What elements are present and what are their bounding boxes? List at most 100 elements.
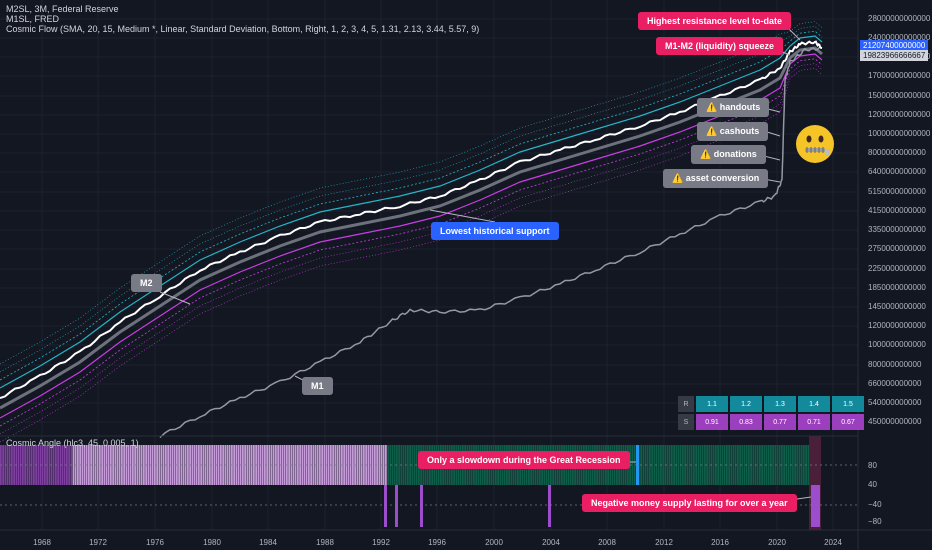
osc-bar [717, 445, 719, 485]
osc-bar [96, 445, 99, 485]
flow-band-line [0, 46, 823, 410]
osc-bar [147, 445, 150, 485]
osc-bar [343, 445, 345, 485]
callout-handouts[interactable]: ⚠️ handouts [697, 98, 770, 117]
osc-bar [688, 445, 691, 485]
osc-bar [277, 445, 279, 485]
osc-bar [88, 445, 90, 485]
callout-great-recession[interactable]: Only a slowdown during the Great Recessi… [418, 451, 630, 469]
osc-bar [693, 445, 695, 485]
osc-bar [81, 445, 84, 485]
callout-asset-conversion[interactable]: ⚠️ asset conversion [663, 169, 769, 188]
price-scale-label: 2750000000000 [868, 244, 926, 253]
callout-liquidity-squeeze[interactable]: M1-M2 (liquidity) squeeze [656, 37, 784, 55]
osc-bar [631, 445, 634, 485]
osc-bar [253, 445, 255, 485]
price-scale-label: 1200000000000 [868, 321, 926, 330]
osc-bar [217, 445, 220, 485]
osc-bar [633, 445, 636, 485]
osc-bar [798, 445, 801, 485]
osc-bar [136, 445, 139, 485]
osc-bar [732, 445, 735, 485]
osc-bar [367, 445, 370, 485]
zipper-mouth-face-icon [796, 125, 834, 163]
m1-line-path [159, 45, 823, 439]
stats-value-cell: 0.71 [798, 414, 830, 430]
osc-bar [787, 445, 790, 485]
osc-axis-label: 80 [868, 461, 877, 470]
legend-m2[interactable]: M2SL, 3M, Federal Reserve [6, 4, 119, 14]
price-scale-label: 800000000000 [868, 360, 922, 369]
price-scale-label: 6400000000000 [868, 167, 926, 176]
time-axis-label: 1996 [428, 538, 446, 547]
osc-bar [268, 445, 271, 485]
osc-bar [292, 445, 295, 485]
osc-bar [41, 445, 44, 485]
osc-bar [77, 445, 79, 485]
osc-bar [701, 445, 704, 485]
osc-bar [83, 445, 86, 485]
osc-bar [682, 445, 684, 485]
osc-bar [68, 445, 70, 485]
osc-bar [28, 445, 31, 485]
osc-bar [776, 445, 779, 485]
osc-bar [723, 445, 726, 485]
callout-negative-supply[interactable]: Negative money supply lasting for over a… [582, 494, 797, 512]
osc-bar [323, 445, 326, 485]
osc-bar [156, 445, 158, 485]
legend-cosmic-angle[interactable]: Cosmic Angle (hlc3, 45, 0.005, 1) [6, 438, 139, 448]
osc-bar [237, 445, 240, 485]
osc-great-recession-bar [636, 445, 639, 485]
callout-lowest-support[interactable]: Lowest historical support [431, 222, 559, 240]
osc-bar [112, 445, 114, 485]
legend-cosmic-flow[interactable]: Cosmic Flow (SMA, 20, 15, Medium *, Line… [6, 24, 480, 34]
legend-m1[interactable]: M1SL, FRED [6, 14, 60, 24]
osc-bar [26, 445, 29, 485]
osc-bar [352, 445, 354, 485]
callout-m1-label[interactable]: M1 [302, 377, 333, 395]
osc-bar [57, 445, 59, 485]
time-axis-label: 2020 [768, 538, 786, 547]
osc-bar [316, 445, 319, 485]
osc-bar [213, 445, 216, 485]
osc-negative-bar [420, 485, 423, 527]
osc-bar [118, 445, 121, 485]
osc-bar [336, 445, 339, 485]
stats-row-label-r: R [678, 396, 694, 412]
price-scale-label: 1450000000000 [868, 302, 926, 311]
stats-value-cell: 0.91 [696, 414, 728, 430]
osc-bar [332, 445, 334, 485]
osc-bar [264, 445, 266, 485]
osc-bar [411, 445, 414, 485]
callout-cashouts[interactable]: ⚠️ cashouts [697, 122, 769, 141]
osc-bar [178, 445, 180, 485]
callout-highest-resistance[interactable]: Highest resistance level to-date [638, 12, 792, 30]
osc-bar [748, 445, 750, 485]
osc-bar [103, 445, 106, 485]
callout-donations[interactable]: ⚠️ donations [691, 145, 766, 164]
osc-bar [288, 445, 290, 485]
osc-bar [222, 445, 224, 485]
time-axis-label: 2008 [598, 538, 616, 547]
osc-bar [712, 445, 715, 485]
osc-bar [257, 445, 260, 485]
osc-bar [127, 445, 130, 485]
connector-line [159, 291, 191, 305]
m2-line-path [0, 40, 823, 399]
osc-bar [226, 445, 229, 485]
time-axis-label: 1988 [316, 538, 334, 547]
osc-bar [187, 445, 189, 485]
osc-bar [2, 445, 4, 485]
osc-bar [72, 445, 75, 485]
osc-bar [132, 445, 134, 485]
osc-bar [61, 445, 64, 485]
osc-bar [37, 445, 40, 485]
flow-band-line [0, 58, 823, 427]
callout-m2-label[interactable]: M2 [131, 274, 162, 292]
osc-bar [33, 445, 35, 485]
stats-header-cell: 1.2 [730, 396, 762, 412]
osc-bar [708, 445, 711, 485]
stats-value-cell: 0.83 [730, 414, 762, 430]
osc-bar [228, 445, 231, 485]
price-scale-label: 450000000000 [868, 417, 922, 426]
